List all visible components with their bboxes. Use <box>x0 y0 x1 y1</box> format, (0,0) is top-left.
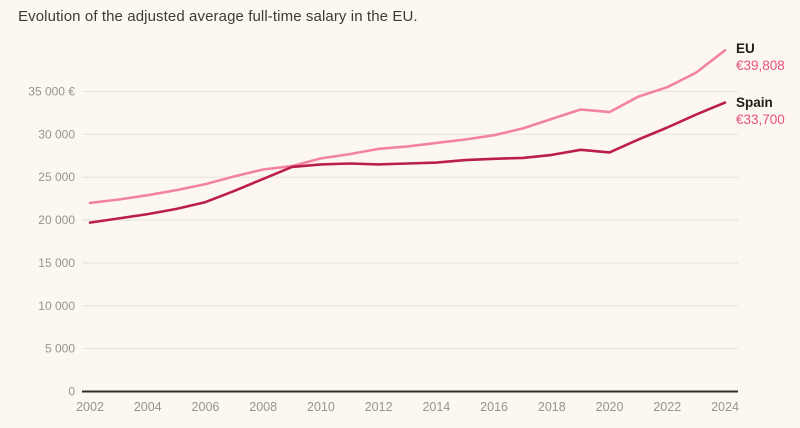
x-axis-label: 2018 <box>538 400 566 414</box>
x-axis-label: 2020 <box>596 400 624 414</box>
chart-title: Evolution of the adjusted average full-t… <box>18 8 418 25</box>
spain-line <box>88 101 727 224</box>
x-axis-label: 2002 <box>76 400 104 414</box>
y-axis-label: 15 000 <box>38 256 75 270</box>
x-axis-label: 2006 <box>192 400 220 414</box>
y-axis-label: 30 000 <box>38 127 75 141</box>
y-axis-label: 20 000 <box>38 213 75 227</box>
x-axis-label: 2012 <box>365 400 393 414</box>
eu-series-label: EU €39,808 <box>736 40 785 74</box>
y-axis-label: 0 <box>68 385 75 399</box>
x-axis-label: 2024 <box>711 400 739 414</box>
eu-line <box>88 48 727 205</box>
spain-series-label: Spain €33,700 <box>736 94 785 128</box>
x-axis-label: 2022 <box>653 400 681 414</box>
x-axis-label: 2014 <box>422 400 450 414</box>
x-axis-label: 2010 <box>307 400 335 414</box>
eu-series-name: EU <box>736 41 755 56</box>
y-axis-label: 5 000 <box>45 342 75 356</box>
y-axis-label: 10 000 <box>38 299 75 313</box>
spain-series-value: €33,700 <box>736 112 785 127</box>
eu-series-value: €39,808 <box>736 58 785 73</box>
spain-series-name: Spain <box>736 95 773 110</box>
x-axis-label: 2004 <box>134 400 162 414</box>
x-axis-label: 2008 <box>249 400 277 414</box>
x-axis-label: 2016 <box>480 400 508 414</box>
y-axis-label: 25 000 <box>38 170 75 184</box>
y-axis-label: 35 000 € <box>28 85 75 99</box>
